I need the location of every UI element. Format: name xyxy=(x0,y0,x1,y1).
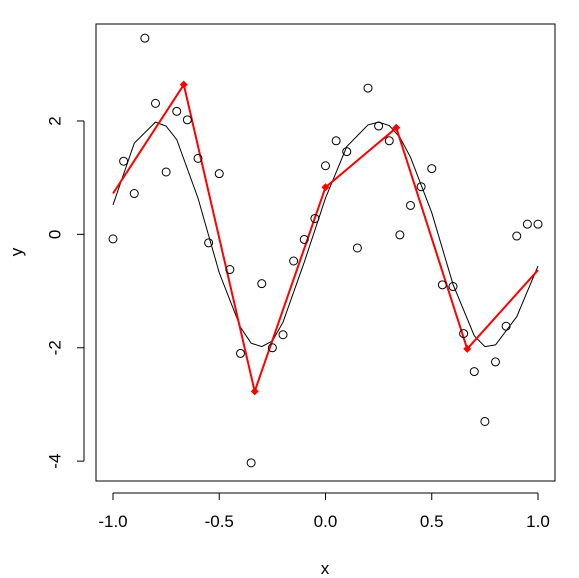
data-point xyxy=(416,182,426,192)
plot-frame xyxy=(95,23,556,482)
y-tick-label: 0 xyxy=(45,230,64,239)
data-point xyxy=(501,321,511,331)
x-tick-label: 1.0 xyxy=(526,512,550,531)
data-point xyxy=(331,136,341,146)
data-point xyxy=(459,329,469,339)
y-tick-label: 2 xyxy=(45,116,64,125)
data-point xyxy=(236,348,245,358)
data-point xyxy=(533,219,543,229)
x-axis-label: x xyxy=(321,559,330,578)
data-point xyxy=(491,357,500,367)
data-point xyxy=(299,234,309,244)
data-point xyxy=(151,98,160,108)
fit-line xyxy=(112,82,539,396)
fit-knot-marker xyxy=(392,123,401,132)
y-axis-label: y xyxy=(7,247,26,256)
y-tick-label: -2 xyxy=(45,340,64,355)
data-point xyxy=(182,115,192,125)
data-point xyxy=(363,83,373,93)
data-point xyxy=(278,330,288,340)
piecewise-fit xyxy=(112,80,539,396)
data-point xyxy=(172,106,182,116)
data-point xyxy=(214,169,224,179)
data-point xyxy=(480,416,490,426)
x-tick-label: -0.5 xyxy=(205,512,234,531)
data-point xyxy=(289,256,299,266)
smooth-line xyxy=(112,121,539,348)
data-point xyxy=(448,282,458,292)
smooth-curve xyxy=(112,121,539,348)
data-point xyxy=(119,156,129,166)
x-tick-label: 0.5 xyxy=(420,512,444,531)
data-point xyxy=(321,161,330,171)
data-point xyxy=(406,200,415,210)
data-point xyxy=(257,279,267,289)
data-points xyxy=(108,33,543,468)
x-axis: -1.0 -0.5 0.0 0.5 1.0 xyxy=(98,492,550,531)
data-point xyxy=(267,343,277,353)
data-point xyxy=(522,219,532,229)
fit-knot-marker xyxy=(321,183,330,192)
data-point xyxy=(140,33,150,43)
data-point xyxy=(193,153,203,163)
data-point xyxy=(384,136,394,146)
data-point xyxy=(161,167,171,177)
data-point xyxy=(374,121,384,131)
data-point xyxy=(437,280,447,290)
data-point xyxy=(352,243,362,253)
data-point xyxy=(225,265,235,275)
data-point xyxy=(310,213,320,223)
data-point xyxy=(512,231,522,241)
data-point xyxy=(204,238,214,248)
data-point xyxy=(427,164,437,174)
fit-knot-marker xyxy=(463,344,472,353)
y-axis: -4 -2 0 2 xyxy=(45,116,85,469)
data-point xyxy=(246,458,256,468)
data-point xyxy=(108,234,118,244)
fit-knot-marker xyxy=(250,387,259,396)
data-point xyxy=(395,230,405,240)
data-point xyxy=(469,367,479,377)
fit-knot-marker xyxy=(179,80,188,89)
data-point xyxy=(342,147,352,157)
x-tick-label: -1.0 xyxy=(98,512,127,531)
y-tick-label: -4 xyxy=(45,454,64,469)
x-tick-label: 0.0 xyxy=(314,512,338,531)
data-point xyxy=(129,189,139,199)
